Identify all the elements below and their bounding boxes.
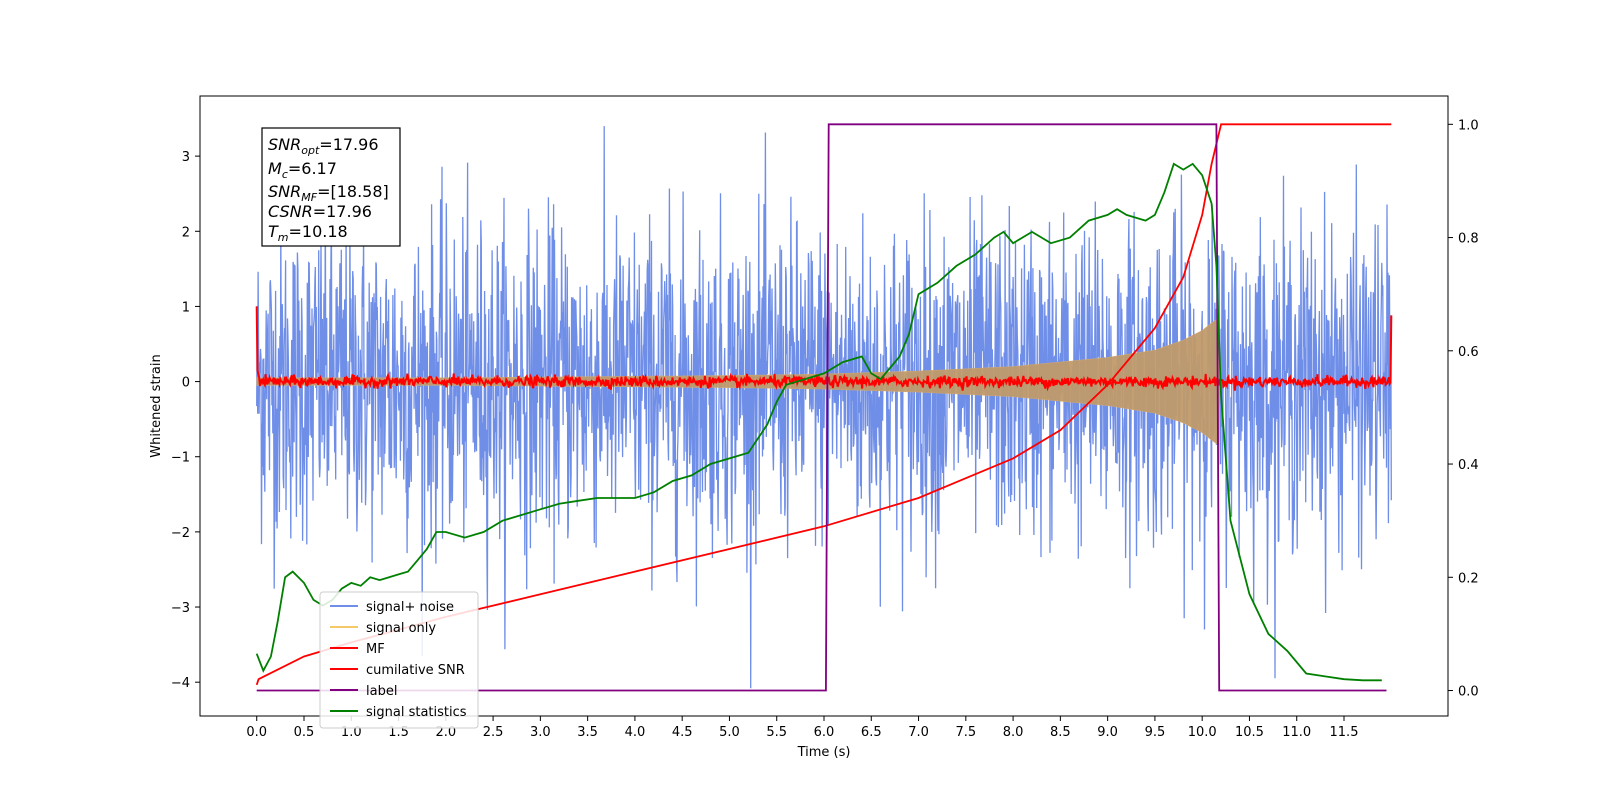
- legend-label: label: [366, 684, 397, 699]
- annotation-snr-opt: SNRopt=17.96: [268, 135, 379, 157]
- legend-label: MF: [366, 642, 385, 657]
- series-mf-line: [255, 306, 1393, 392]
- y-right-tick-label: 0.6: [1458, 345, 1479, 360]
- x-tick-label: 6.0: [814, 725, 835, 740]
- y-right-tick-label: 0.8: [1458, 232, 1479, 247]
- y-left-tick-label: −3: [171, 601, 190, 616]
- x-tick-label: 11.5: [1330, 725, 1359, 740]
- y-left-tick-label: −4: [171, 676, 190, 691]
- y-right-tick-label: 0.4: [1458, 458, 1479, 473]
- y-right-tick-label: 0.0: [1458, 685, 1479, 700]
- axes: 0.0 0.5 1.0 1.5 2.0 2.5 3.0 3.5 4.0 4.5 5.0 5.5 6.0 6…: [171, 118, 1479, 740]
- y-left-tick-label: 0: [182, 376, 190, 391]
- x-axis-label: Time (s): [797, 745, 851, 760]
- x-tick-label: 5.5: [766, 725, 787, 740]
- x-tick-label: 3.0: [530, 725, 551, 740]
- y-left-tick-label: 1: [182, 300, 190, 315]
- x-tick-label: 11.0: [1282, 725, 1311, 740]
- y-right-tick-label: 1.0: [1458, 118, 1479, 133]
- x-tick-label: 0.0: [246, 725, 267, 740]
- legend-label: signal statistics: [366, 705, 467, 720]
- legend: signal+ noise signal only MF cumilative SNR…: [319, 591, 479, 729]
- legend-label: cumilative SNR: [366, 663, 465, 678]
- x-tick-label: 4.0: [625, 725, 646, 740]
- y-right-tick-label: 0.2: [1458, 571, 1479, 586]
- y-left-tick-label: 3: [182, 150, 190, 165]
- x-tick-label: 1.5: [388, 725, 409, 740]
- y-axis-label: Whitened strain: [149, 354, 164, 457]
- x-tick-label: 8.5: [1050, 725, 1071, 740]
- x-tick-label: 9.0: [1097, 725, 1118, 740]
- x-tick-label: 8.0: [1003, 725, 1024, 740]
- x-tick-label: 7.0: [908, 725, 929, 740]
- x-tick-label: 7.5: [955, 725, 976, 740]
- annotation-box: SNRopt=17.96 Mc=6.17 SNRMF=[18.58] CSNR=…: [261, 127, 401, 247]
- x-tick-label: 4.5: [672, 725, 693, 740]
- x-tick-label: 10.0: [1188, 725, 1217, 740]
- series-signal-statistics-line: [255, 162, 1382, 682]
- annotation-snr-mf: SNRMF=[18.58]: [268, 182, 389, 204]
- x-tick-label: 6.5: [861, 725, 882, 740]
- y-left-tick-label: −2: [171, 526, 190, 541]
- annotation-csnr: CSNR=17.96: [268, 202, 372, 221]
- x-tick-label: 5.0: [719, 725, 740, 740]
- x-tick-label: 10.5: [1235, 725, 1264, 740]
- legend-label: signal only: [366, 621, 436, 636]
- x-tick-label: 2.5: [483, 725, 504, 740]
- legend-label: signal+ noise: [366, 600, 454, 615]
- series-signal-only-area: [256, 317, 1220, 465]
- x-tick-label: 9.5: [1145, 725, 1166, 740]
- x-tick-label: 3.5: [577, 725, 598, 740]
- annotation-tm: Tm=10.18: [268, 222, 348, 244]
- legend-frame: [319, 591, 479, 729]
- annotation-mc: Mc=6.17: [268, 159, 337, 181]
- x-tick-label: 0.5: [294, 725, 315, 740]
- y-left-tick-label: −1: [171, 451, 190, 466]
- y-left-tick-label: 2: [182, 225, 190, 240]
- annotation-frame: [261, 127, 401, 247]
- x-tick-label: 1.0: [341, 725, 362, 740]
- series-label-line: [256, 123, 1387, 692]
- x-tick-label: 2.0: [435, 725, 456, 740]
